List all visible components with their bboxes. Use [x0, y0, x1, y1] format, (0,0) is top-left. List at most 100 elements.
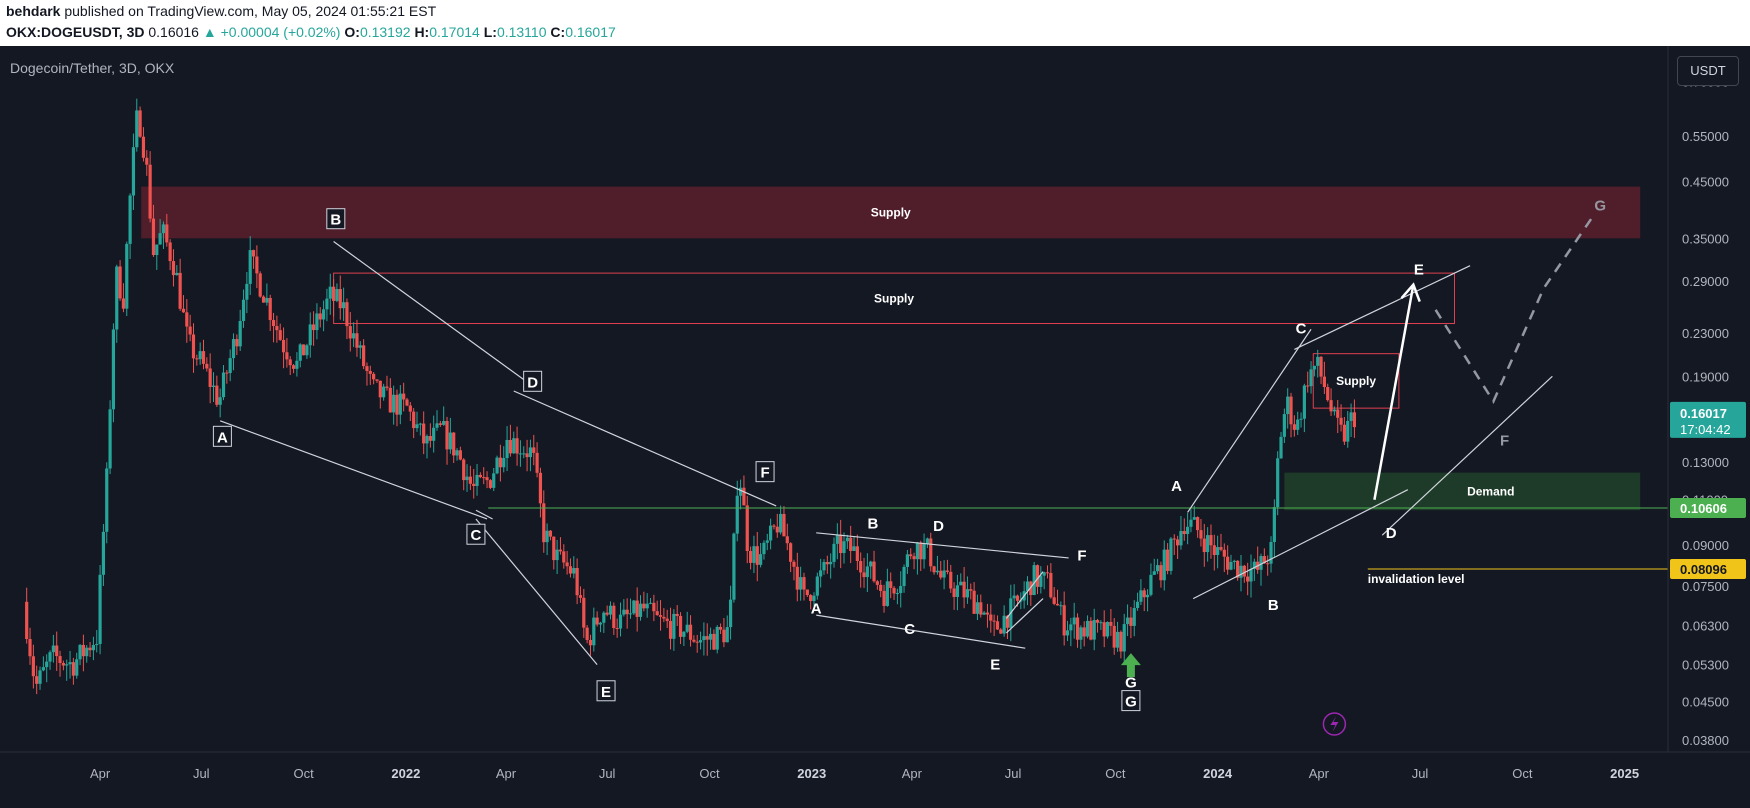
candle-body — [985, 612, 990, 615]
candle-body — [785, 536, 789, 544]
candle-body — [772, 525, 776, 527]
candle — [435, 410, 439, 431]
candle-body — [755, 546, 759, 565]
candle — [698, 631, 703, 650]
candle-body — [595, 617, 599, 625]
candle — [789, 542, 793, 573]
wave-label-f: F — [1500, 432, 1509, 449]
candle-body — [1282, 414, 1286, 437]
candle — [482, 467, 486, 485]
candle-body — [969, 589, 973, 591]
candle-body — [1352, 412, 1357, 428]
candle-body — [618, 614, 623, 629]
candle — [1216, 535, 1220, 569]
candle — [945, 559, 950, 575]
candle — [165, 213, 169, 247]
candle — [555, 539, 559, 574]
candle — [682, 631, 686, 647]
candle — [91, 636, 96, 661]
candle-body — [949, 571, 953, 589]
candle — [905, 549, 909, 574]
candle — [41, 656, 45, 672]
candle-body — [388, 387, 392, 413]
trendline — [816, 614, 1026, 649]
candle — [1072, 602, 1076, 639]
candle — [1242, 564, 1246, 583]
candle-body — [1346, 420, 1350, 442]
candle-body — [181, 308, 186, 313]
candle — [1226, 545, 1230, 575]
symbol-label[interactable]: OKX:DOGEUSDT, 3D — [6, 24, 145, 40]
wave-label-b: B — [330, 212, 341, 229]
chart-title: Dogecoin/Tether, 3D, OKX — [10, 60, 175, 76]
candle — [462, 458, 466, 491]
candle-body — [1012, 595, 1016, 599]
candle — [335, 283, 339, 303]
candle — [759, 542, 763, 568]
candle — [835, 523, 839, 560]
candle — [1266, 555, 1270, 576]
candle-body — [1122, 624, 1126, 652]
candle — [68, 650, 72, 679]
candle — [632, 599, 636, 616]
candle — [1329, 388, 1333, 416]
author-name[interactable]: behdark — [6, 3, 61, 19]
target-arrow-head — [1400, 282, 1421, 302]
candle-body — [515, 438, 519, 454]
candle-body — [301, 344, 306, 356]
candle — [989, 604, 993, 633]
candle-body — [328, 286, 332, 299]
candle-body — [975, 602, 980, 614]
price-tick: 0.04500 — [1682, 695, 1729, 710]
candle-body — [538, 472, 543, 504]
candle-body — [275, 326, 279, 331]
wave-label-g: G — [1125, 674, 1137, 691]
candle-body — [835, 534, 839, 544]
candle-body — [442, 420, 446, 425]
candle — [488, 479, 492, 490]
candle-body — [979, 602, 983, 615]
candle-body — [635, 600, 639, 617]
candle-body — [695, 641, 699, 643]
candle-body — [1079, 627, 1083, 640]
wave-label-box — [212, 425, 232, 447]
candle — [301, 344, 306, 356]
wave-label-g: G — [1125, 694, 1137, 711]
candle — [185, 299, 189, 343]
candle-body — [492, 473, 496, 488]
candle-body — [95, 643, 99, 646]
supply-zone-0 — [141, 186, 1641, 239]
candle — [405, 397, 409, 407]
wave-label-d: D — [1386, 525, 1397, 542]
price-chart[interactable]: Supply Supply Supply Demand invalidation le… — [0, 46, 1750, 808]
candle-body — [1309, 369, 1313, 387]
candle-body — [248, 250, 252, 284]
candle — [825, 555, 829, 574]
candle — [939, 560, 943, 580]
candle-body — [1299, 418, 1303, 420]
open-value: 0.13192 — [359, 24, 411, 40]
candle — [819, 558, 823, 588]
candle — [615, 618, 619, 638]
candle-body — [161, 224, 166, 234]
currency-button[interactable]: USDT — [1677, 56, 1739, 86]
candle-body — [942, 570, 946, 578]
chart-area[interactable]: Supply Supply Supply Demand invalidation le… — [0, 46, 1750, 808]
close-label: C: — [550, 24, 566, 40]
candle-body — [468, 476, 472, 484]
wave-label-c: C — [1296, 320, 1307, 337]
candle-body — [622, 609, 626, 615]
candle-body — [368, 370, 372, 374]
candle-body — [245, 283, 249, 300]
candle-body — [678, 615, 683, 637]
candle — [785, 523, 789, 551]
candle — [672, 609, 676, 651]
candle — [892, 586, 896, 600]
candle-body — [1072, 617, 1076, 625]
candle — [642, 591, 646, 612]
candle-body — [945, 570, 950, 572]
wave-label-box — [466, 523, 486, 545]
candle-body — [1236, 560, 1240, 578]
candle-body — [1075, 617, 1080, 640]
candle-body — [198, 351, 202, 360]
